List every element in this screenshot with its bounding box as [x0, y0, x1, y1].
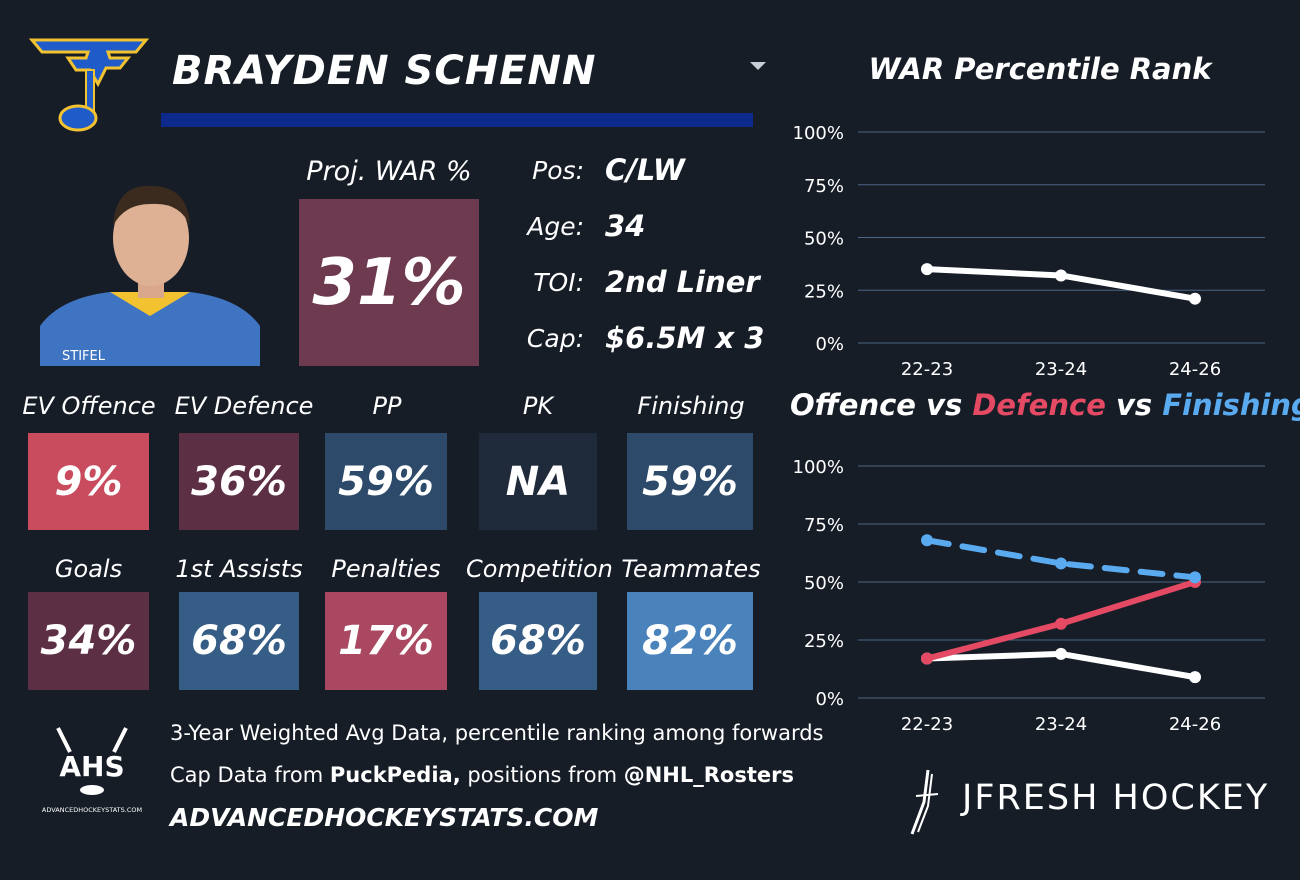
footer-source-nhl-rosters[interactable]: @NHL_Rosters: [623, 763, 794, 787]
player-name: BRAYDEN SCHENN: [172, 48, 597, 94]
title-part-vs-2: vs: [1105, 388, 1163, 422]
stat-label-pk: PK: [522, 392, 554, 420]
stat-label-competition: Competition: [466, 555, 613, 583]
name-underline: [161, 113, 753, 127]
info-value-age: 34: [605, 209, 646, 243]
info-label-age: Age:: [527, 212, 584, 241]
stat-label-teammates: Teammates: [621, 555, 761, 583]
y-tick-label: 0%: [815, 334, 844, 355]
title-part-finishing: Finishing: [1162, 388, 1300, 422]
stat-tile-finishing: 59%: [627, 433, 753, 530]
info-label-toi: TOI:: [533, 268, 584, 297]
stat-label-finishing: Finishing: [637, 392, 745, 420]
stat-tile-goals: 34%: [28, 592, 149, 690]
stat-tile-ev-offence: 9%: [28, 433, 149, 530]
stat-label-ev-defence: EV Defence: [174, 392, 314, 420]
stat-label-goals: Goals: [54, 555, 123, 583]
chart-title-offence-defence-finishing: Offence vs Defence vs Finishing: [790, 388, 1300, 422]
footer-note-line1: 3-Year Weighted Avg Data, percentile ran…: [170, 721, 824, 745]
svg-text:STIFEL: STIFEL: [62, 349, 106, 364]
footer-line2-prefix: Cap Data from: [170, 763, 330, 787]
data-point-0: [1055, 269, 1067, 282]
data-point-defence: [1055, 617, 1067, 630]
proj-war-value: 31%: [299, 199, 479, 366]
x-tick-label: 22-23: [901, 359, 953, 380]
data-point-offence: [1055, 647, 1067, 660]
ahs-logo: AHS ADVANCEDHOCKEYSTATS.COM: [42, 727, 142, 814]
y-tick-label: 100%: [793, 457, 844, 478]
stat-tile-teammates: 82%: [627, 592, 753, 690]
x-tick-label: 23-24: [1035, 714, 1087, 735]
blues-logo: [28, 38, 150, 132]
ahs-logo-text: AHS: [59, 750, 124, 783]
y-tick-label: 75%: [804, 176, 844, 197]
x-tick-label: 22-23: [901, 714, 953, 735]
series-line-finishing: [924, 537, 1198, 581]
stat-tile-ev-defence: 36%: [179, 433, 299, 530]
data-point-defence: [921, 652, 933, 665]
footer-line2-middle: positions from: [460, 763, 624, 787]
y-tick-label: 75%: [804, 515, 844, 536]
x-tick-label: 23-24: [1035, 359, 1087, 380]
stat-label-penalties: Penalties: [331, 555, 441, 583]
stat-tile-competition: 68%: [479, 592, 597, 690]
data-point-offence: [1189, 671, 1201, 684]
info-label-cap: Cap:: [526, 324, 584, 353]
y-tick-label: 0%: [815, 689, 844, 710]
y-tick-label: 25%: [804, 281, 844, 302]
y-tick-label: 25%: [804, 631, 844, 652]
stat-tile-1st-assists: 68%: [179, 592, 299, 690]
player-headshot: STIFEL: [40, 185, 260, 366]
info-value-pos: C/LW: [605, 153, 685, 187]
stat-label-ev-offence: EV Offence: [22, 392, 156, 420]
info-label-pos: Pos:: [532, 156, 584, 185]
offence-defence-finishing-chart: 100% 75% 50% 25% 0% 22-23 23-24 24-26: [793, 457, 1265, 735]
info-value-toi: 2nd Liner: [605, 265, 760, 299]
y-tick-label: 100%: [793, 123, 844, 144]
data-point-0: [1189, 292, 1201, 305]
website-link[interactable]: ADVANCEDHOCKEYSTATS.COM: [170, 803, 599, 832]
data-point-0: [921, 263, 933, 276]
x-tick-label: 24-26: [1169, 359, 1221, 380]
stat-tile-pp: 59%: [325, 433, 447, 530]
jfresh-hockey-brand: JFRESH HOCKEY: [962, 778, 1270, 818]
jfresh-logo-icon: [910, 769, 939, 835]
y-tick-label: 50%: [804, 573, 844, 594]
stat-label-pp: PP: [372, 392, 402, 420]
stat-tile-penalties: 17%: [325, 592, 447, 690]
y-tick-label: 50%: [804, 229, 844, 250]
stat-tile-pk: NA: [479, 433, 597, 530]
footer-note-line2: Cap Data from PuckPedia, positions from …: [170, 763, 794, 787]
title-part-offence: Offence: [790, 388, 916, 422]
title-part-vs-1: vs: [915, 388, 973, 422]
footer-source-puckpedia[interactable]: PuckPedia,: [329, 763, 461, 787]
title-part-defence: Defence: [972, 388, 1106, 422]
chart-title-war: WAR Percentile Rank: [868, 52, 1212, 86]
ahs-logo-small-text: ADVANCEDHOCKEYSTATS.COM: [42, 806, 142, 814]
player-dropdown-chevron-down-icon[interactable]: [750, 62, 766, 70]
x-tick-label: 24-26: [1169, 714, 1221, 735]
data-point-finishing: [1189, 571, 1201, 584]
stat-label-1st-assists: 1st Assists: [175, 555, 303, 583]
proj-war-label: Proj. WAR %: [306, 156, 472, 187]
data-point-finishing: [921, 534, 933, 547]
war-percentile-chart: 100% 75% 50% 25% 0% 22-23 23-24 24-26: [793, 123, 1265, 380]
info-value-cap: $6.5M x 3: [605, 321, 765, 355]
data-point-finishing: [1055, 557, 1067, 570]
